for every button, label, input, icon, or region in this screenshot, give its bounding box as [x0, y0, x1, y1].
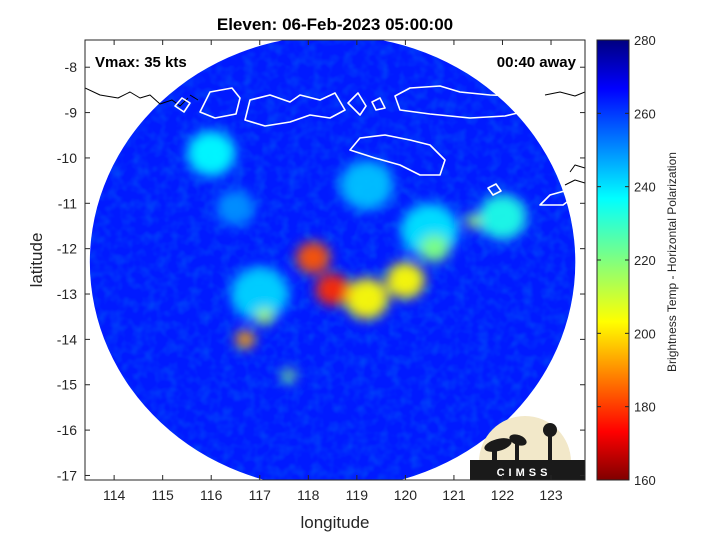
- x-tick-label: 114: [103, 487, 126, 503]
- y-tick-label: -12: [57, 241, 77, 257]
- plot-frame: [84, 39, 586, 481]
- x-tick-label: 122: [491, 487, 515, 503]
- brightness-feature: [466, 214, 481, 229]
- brightness-feature: [385, 262, 425, 299]
- x-tick-label: 123: [539, 487, 563, 503]
- brightness-feature: [315, 273, 350, 306]
- brightness-feature: [216, 189, 255, 226]
- brightness-feature: [230, 266, 289, 322]
- x-tick-label: 117: [249, 487, 272, 503]
- x-tick-label: 121: [442, 487, 466, 503]
- colorbar-tick-label: 240: [634, 180, 656, 195]
- colorbar-tick-label: 260: [634, 106, 656, 121]
- brightness-feature: [419, 235, 450, 263]
- swath-texture: [89, 40, 576, 480]
- x-tick-label: 120: [394, 487, 418, 503]
- y-tick-label: -16: [57, 422, 77, 438]
- logo-text: CIMSS: [497, 467, 552, 479]
- brightness-feature: [281, 368, 297, 383]
- x-tick-label: 116: [200, 487, 223, 503]
- x-tick-label: 118: [297, 487, 320, 503]
- coastlines: [85, 85, 585, 206]
- brightness-feature: [186, 130, 236, 177]
- brightness-feature: [255, 308, 274, 325]
- colorbar-label: Brightness Temp - Horizontal Polarizatio…: [665, 152, 679, 372]
- y-tick-label: -13: [57, 286, 77, 302]
- colorbar-ticks: 280 260 240 220 200 180 160: [597, 33, 656, 488]
- x-axis-label: longitude: [300, 513, 369, 532]
- y-tick-label: -15: [57, 377, 77, 393]
- x-tick-label: 115: [152, 487, 175, 503]
- brightness-feature: [296, 241, 331, 274]
- y-tick-label: -11: [58, 195, 77, 211]
- y-tick-label: -10: [57, 150, 77, 166]
- colorbar: [596, 39, 630, 481]
- y-tick-label: -14: [57, 331, 77, 347]
- y-tick-label: -8: [65, 59, 78, 75]
- colorbar-tick-label: 280: [634, 33, 656, 48]
- colorbar-tick-label: 200: [634, 326, 656, 341]
- brightness-feature: [344, 278, 389, 319]
- brightness-feature: [478, 194, 527, 240]
- brightness-features: [186, 130, 527, 383]
- cimss-logo: CIMSS: [470, 416, 585, 480]
- time-offset-label: 00:40 away: [497, 54, 577, 71]
- y-tick-label: -17: [57, 467, 77, 483]
- colorbar-tick-label: 220: [634, 253, 656, 268]
- x-axis-ticks: 114 115 116 117 118 119 120 121 122 123: [103, 40, 563, 503]
- colorbar-tick-label: 180: [634, 400, 656, 415]
- y-axis-ticks: -8 -9 -10 -11 -12 -13 -14 -15 -16 -17: [57, 59, 585, 483]
- colorbar-tick-label: 160: [634, 473, 656, 488]
- brightness-feature: [339, 160, 394, 211]
- x-tick-label: 119: [346, 487, 369, 503]
- y-axis-label: latitude: [27, 233, 46, 288]
- chart-title: Eleven: 06-Feb-2023 05:00:00: [217, 15, 453, 34]
- vmax-label: Vmax: 35 kts: [95, 54, 187, 71]
- y-tick-label: -9: [65, 105, 78, 121]
- brightness-feature: [235, 330, 255, 349]
